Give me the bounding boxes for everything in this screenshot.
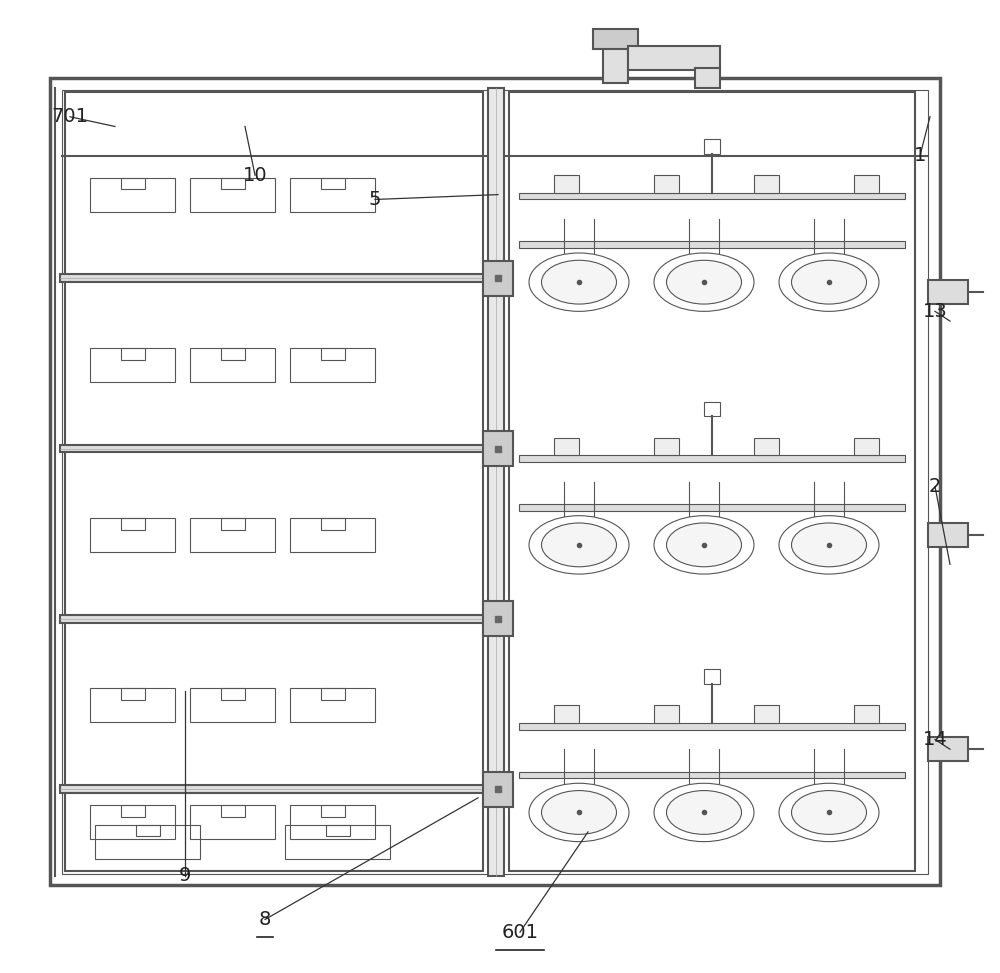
Ellipse shape bbox=[792, 790, 866, 835]
FancyBboxPatch shape bbox=[654, 438, 679, 455]
FancyBboxPatch shape bbox=[928, 280, 968, 304]
FancyBboxPatch shape bbox=[695, 68, 720, 88]
Text: 701: 701 bbox=[52, 107, 88, 126]
FancyBboxPatch shape bbox=[928, 523, 968, 547]
Text: 601: 601 bbox=[502, 922, 538, 942]
Ellipse shape bbox=[542, 523, 616, 566]
Ellipse shape bbox=[542, 261, 616, 305]
FancyBboxPatch shape bbox=[928, 738, 968, 761]
FancyBboxPatch shape bbox=[60, 785, 494, 793]
Text: 9: 9 bbox=[179, 866, 191, 885]
Text: 5: 5 bbox=[369, 190, 381, 209]
Text: 8: 8 bbox=[259, 910, 271, 929]
Text: 14: 14 bbox=[923, 730, 947, 749]
FancyBboxPatch shape bbox=[488, 88, 504, 876]
FancyBboxPatch shape bbox=[554, 705, 579, 723]
FancyBboxPatch shape bbox=[602, 31, 628, 83]
FancyBboxPatch shape bbox=[811, 814, 819, 820]
Ellipse shape bbox=[792, 523, 866, 566]
FancyBboxPatch shape bbox=[483, 601, 513, 636]
FancyBboxPatch shape bbox=[519, 772, 905, 778]
FancyBboxPatch shape bbox=[589, 284, 597, 290]
Ellipse shape bbox=[792, 261, 866, 305]
FancyBboxPatch shape bbox=[483, 772, 513, 807]
FancyBboxPatch shape bbox=[854, 175, 879, 193]
FancyBboxPatch shape bbox=[60, 615, 494, 623]
FancyBboxPatch shape bbox=[654, 175, 679, 193]
Text: 13: 13 bbox=[923, 302, 947, 321]
FancyBboxPatch shape bbox=[811, 547, 819, 553]
FancyBboxPatch shape bbox=[519, 723, 905, 730]
FancyBboxPatch shape bbox=[554, 438, 579, 455]
FancyBboxPatch shape bbox=[754, 175, 779, 193]
FancyBboxPatch shape bbox=[754, 438, 779, 455]
FancyBboxPatch shape bbox=[483, 431, 513, 466]
FancyBboxPatch shape bbox=[589, 814, 597, 820]
Text: 1: 1 bbox=[914, 146, 926, 165]
Ellipse shape bbox=[542, 790, 616, 835]
FancyBboxPatch shape bbox=[754, 705, 779, 723]
FancyBboxPatch shape bbox=[483, 261, 513, 296]
FancyBboxPatch shape bbox=[554, 175, 579, 193]
Text: 10: 10 bbox=[243, 165, 267, 185]
FancyBboxPatch shape bbox=[519, 455, 905, 462]
Ellipse shape bbox=[666, 261, 742, 305]
FancyBboxPatch shape bbox=[686, 814, 694, 820]
FancyBboxPatch shape bbox=[714, 284, 722, 290]
FancyBboxPatch shape bbox=[839, 284, 847, 290]
Ellipse shape bbox=[666, 523, 742, 566]
FancyBboxPatch shape bbox=[654, 705, 679, 723]
FancyBboxPatch shape bbox=[589, 547, 597, 553]
FancyBboxPatch shape bbox=[592, 29, 638, 49]
FancyBboxPatch shape bbox=[561, 547, 569, 553]
Text: 2: 2 bbox=[929, 477, 941, 496]
FancyBboxPatch shape bbox=[714, 814, 722, 820]
FancyBboxPatch shape bbox=[519, 193, 905, 199]
FancyBboxPatch shape bbox=[854, 438, 879, 455]
FancyBboxPatch shape bbox=[519, 504, 905, 511]
FancyBboxPatch shape bbox=[686, 284, 694, 290]
FancyBboxPatch shape bbox=[686, 547, 694, 553]
FancyBboxPatch shape bbox=[854, 705, 879, 723]
FancyBboxPatch shape bbox=[60, 445, 494, 452]
FancyBboxPatch shape bbox=[519, 241, 905, 248]
FancyBboxPatch shape bbox=[839, 547, 847, 553]
FancyBboxPatch shape bbox=[561, 284, 569, 290]
FancyBboxPatch shape bbox=[60, 274, 494, 282]
FancyBboxPatch shape bbox=[839, 814, 847, 820]
FancyBboxPatch shape bbox=[561, 814, 569, 820]
Ellipse shape bbox=[666, 790, 742, 835]
FancyBboxPatch shape bbox=[714, 547, 722, 553]
FancyBboxPatch shape bbox=[811, 284, 819, 290]
FancyBboxPatch shape bbox=[628, 46, 720, 70]
